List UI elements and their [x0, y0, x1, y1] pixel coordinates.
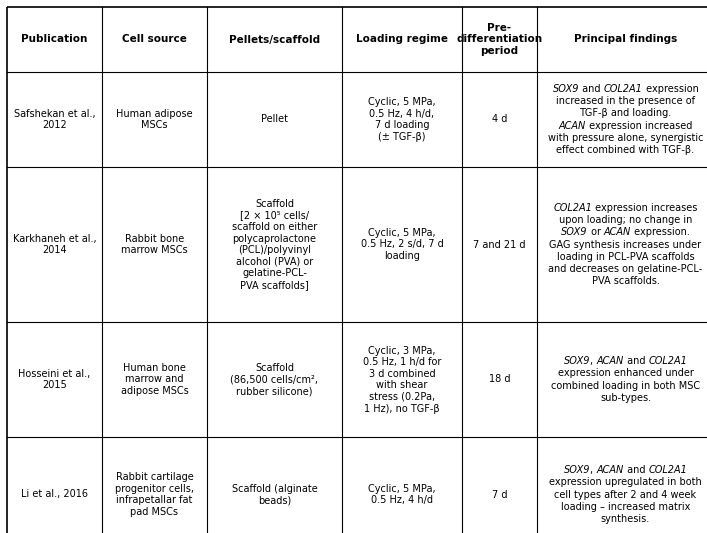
- Text: 18 d: 18 d: [489, 375, 510, 384]
- Text: expression: expression: [643, 84, 699, 94]
- Text: PVA scaffolds.: PVA scaffolds.: [592, 276, 660, 286]
- Text: and: and: [624, 356, 648, 366]
- Text: Pellets/scaffold: Pellets/scaffold: [229, 35, 320, 44]
- Text: ,: ,: [590, 356, 597, 366]
- Text: COL2A1: COL2A1: [554, 203, 592, 213]
- Text: Rabbit cartilage
progenitor cells,
infrapetallar fat
pad MSCs: Rabbit cartilage progenitor cells, infra…: [115, 472, 194, 517]
- Text: with pressure alone, synergistic: with pressure alone, synergistic: [548, 133, 703, 143]
- Text: SOX9: SOX9: [561, 228, 588, 237]
- Text: SOX9: SOX9: [563, 465, 590, 475]
- Text: Publication: Publication: [21, 35, 88, 44]
- Text: increased in the presence of: increased in the presence of: [556, 96, 695, 106]
- Text: upon loading; no change in: upon loading; no change in: [559, 215, 692, 225]
- Text: Scaffold
[2 × 10⁵ cells/
scaffold on either
polycaprolactone
(PCL)/polyvinyl
alc: Scaffold [2 × 10⁵ cells/ scaffold on eit…: [232, 199, 317, 290]
- Text: expression increased: expression increased: [586, 120, 692, 131]
- Text: ACAN: ACAN: [559, 120, 586, 131]
- Text: Karkhaneh et al.,
2014: Karkhaneh et al., 2014: [13, 233, 96, 255]
- Text: Safshekan et al.,
2012: Safshekan et al., 2012: [13, 109, 95, 130]
- Text: loading in PCL-PVA scaffolds: loading in PCL-PVA scaffolds: [556, 252, 694, 262]
- Text: Principal findings: Principal findings: [574, 35, 677, 44]
- Text: sub-types.: sub-types.: [600, 393, 651, 403]
- Text: Scaffold (alginate
beads): Scaffold (alginate beads): [232, 484, 317, 505]
- Text: effect combined with TGF-β.: effect combined with TGF-β.: [556, 145, 694, 155]
- Text: combined loading in both MSC: combined loading in both MSC: [551, 381, 700, 391]
- Text: Pellet: Pellet: [261, 115, 288, 125]
- Text: synthesis.: synthesis.: [601, 514, 650, 524]
- Text: COL2A1: COL2A1: [604, 84, 643, 94]
- Text: COL2A1: COL2A1: [648, 356, 687, 366]
- Text: COL2A1: COL2A1: [648, 465, 687, 475]
- Text: SOX9: SOX9: [563, 356, 590, 366]
- Text: loading – increased matrix: loading – increased matrix: [561, 502, 690, 512]
- Text: 4 d: 4 d: [492, 115, 507, 125]
- Text: ACAN: ACAN: [604, 228, 631, 237]
- Text: Hosseini et al.,
2015: Hosseini et al., 2015: [18, 369, 90, 390]
- Text: Human bone
marrow and
adipose MSCs: Human bone marrow and adipose MSCs: [121, 363, 188, 396]
- Text: expression increases: expression increases: [592, 203, 698, 213]
- Text: cell types after 2 and 4 week: cell types after 2 and 4 week: [554, 489, 696, 499]
- Text: Cyclic, 5 MPa,
0.5 Hz, 4 h/d,
7 d loading
(± TGF-β): Cyclic, 5 MPa, 0.5 Hz, 4 h/d, 7 d loadin…: [368, 97, 436, 142]
- Text: and: and: [624, 465, 648, 475]
- Text: expression enhanced under: expression enhanced under: [558, 368, 694, 378]
- Text: TGF-β and loading.: TGF-β and loading.: [579, 108, 672, 118]
- Text: ,: ,: [590, 465, 597, 475]
- Text: and decreases on gelatine-PCL-: and decreases on gelatine-PCL-: [549, 264, 703, 274]
- Text: Rabbit bone
marrow MSCs: Rabbit bone marrow MSCs: [121, 233, 188, 255]
- Text: GAG synthesis increases under: GAG synthesis increases under: [549, 239, 701, 249]
- Text: Pre-
differentiation
period: Pre- differentiation period: [457, 23, 542, 56]
- Text: SOX9: SOX9: [553, 84, 579, 94]
- Text: 7 and 21 d: 7 and 21 d: [473, 239, 526, 249]
- Text: Cyclic, 5 MPa,
0.5 Hz, 2 s/d, 7 d
loading: Cyclic, 5 MPa, 0.5 Hz, 2 s/d, 7 d loadin…: [361, 228, 443, 261]
- Text: 7 d: 7 d: [492, 489, 507, 499]
- Text: expression.: expression.: [631, 228, 690, 237]
- Text: expression upregulated in both: expression upregulated in both: [549, 478, 702, 487]
- Text: Human adipose
MSCs: Human adipose MSCs: [116, 109, 193, 130]
- Text: Cyclic, 5 MPa,
0.5 Hz, 4 h/d: Cyclic, 5 MPa, 0.5 Hz, 4 h/d: [368, 484, 436, 505]
- Text: Cyclic, 3 MPa,
0.5 Hz, 1 h/d for
3 d combined
with shear
stress (0.2Pa,
1 Hz), n: Cyclic, 3 MPa, 0.5 Hz, 1 h/d for 3 d com…: [363, 345, 441, 414]
- Text: or: or: [588, 228, 604, 237]
- Text: and: and: [579, 84, 604, 94]
- Text: Scaffold
(86,500 cells/cm²,
rubber silicone): Scaffold (86,500 cells/cm², rubber silic…: [230, 363, 318, 396]
- Text: Cell source: Cell source: [122, 35, 187, 44]
- Text: Li et al., 2016: Li et al., 2016: [21, 489, 88, 499]
- Text: ACAN: ACAN: [597, 356, 624, 366]
- Text: Loading regime: Loading regime: [356, 35, 448, 44]
- Text: ACAN: ACAN: [597, 465, 624, 475]
